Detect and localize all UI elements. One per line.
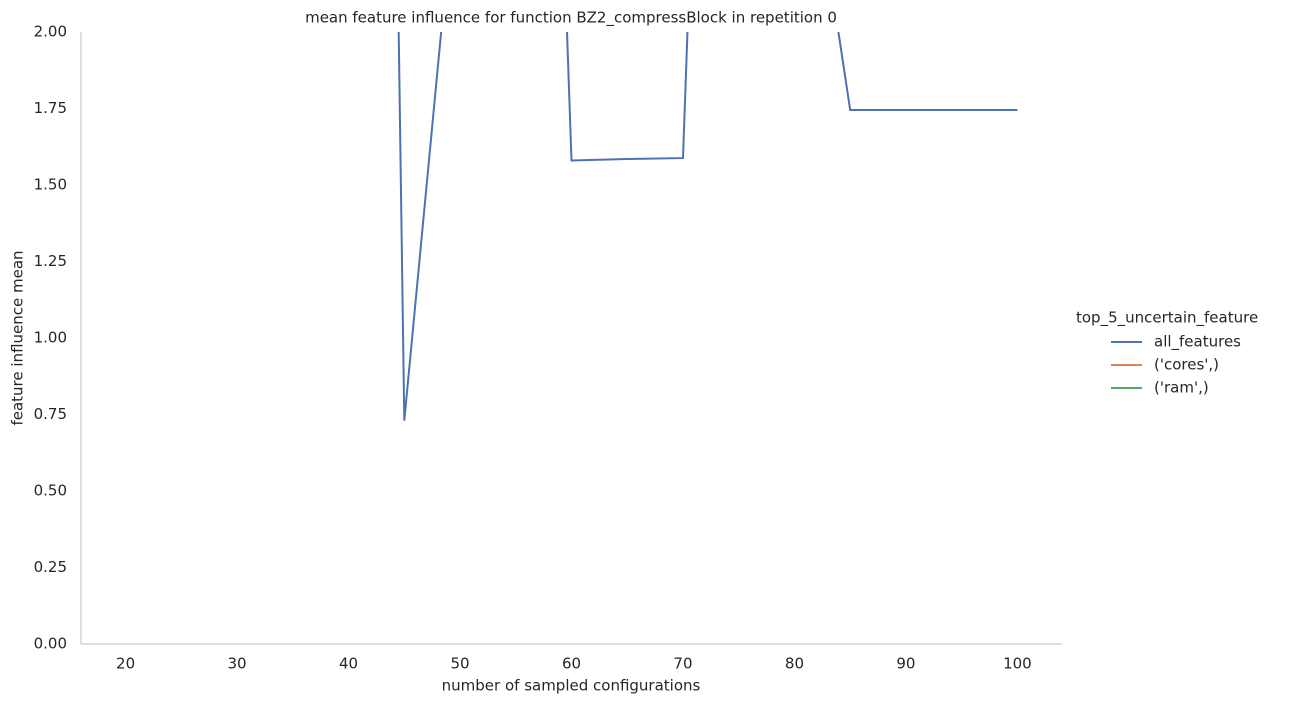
x-tick-label: 40 bbox=[339, 655, 358, 673]
line bbox=[397, 32, 1018, 421]
chart-title: mean feature influence for function BZ2_… bbox=[305, 9, 837, 28]
y-tick-label: 1.25 bbox=[34, 252, 67, 270]
y-tick-label: 1.50 bbox=[34, 176, 67, 194]
y-tick-label: 1.00 bbox=[34, 329, 67, 347]
x-tick-label: 70 bbox=[673, 655, 692, 673]
x-tick-label: 100 bbox=[1003, 655, 1032, 673]
x-tick-label: 50 bbox=[450, 655, 469, 673]
x-axis-label: number of sampled configurations bbox=[442, 677, 701, 695]
x-tick-label: 80 bbox=[785, 655, 804, 673]
y-tick-label: 2.00 bbox=[34, 23, 67, 41]
y-tick-label: 0.50 bbox=[34, 482, 67, 500]
x-tick-label: 90 bbox=[896, 655, 915, 673]
legend-label: all_features bbox=[1154, 333, 1241, 352]
y-tick-label: 0.75 bbox=[34, 405, 67, 423]
legend-label: ('cores',) bbox=[1154, 356, 1219, 374]
y-tick-label: 1.75 bbox=[34, 99, 67, 117]
legend-title: top_5_uncertain_feature bbox=[1076, 309, 1258, 328]
y-tick-label: 0.00 bbox=[34, 635, 67, 653]
y-tick-label: 0.25 bbox=[34, 558, 67, 576]
x-tick-label: 20 bbox=[116, 655, 135, 673]
x-tick-label: 30 bbox=[228, 655, 247, 673]
x-tick-label: 60 bbox=[562, 655, 581, 673]
plot-area bbox=[397, 32, 1018, 421]
y-axis-label: feature influence mean bbox=[9, 250, 27, 425]
legend-label: ('ram',) bbox=[1154, 379, 1209, 397]
